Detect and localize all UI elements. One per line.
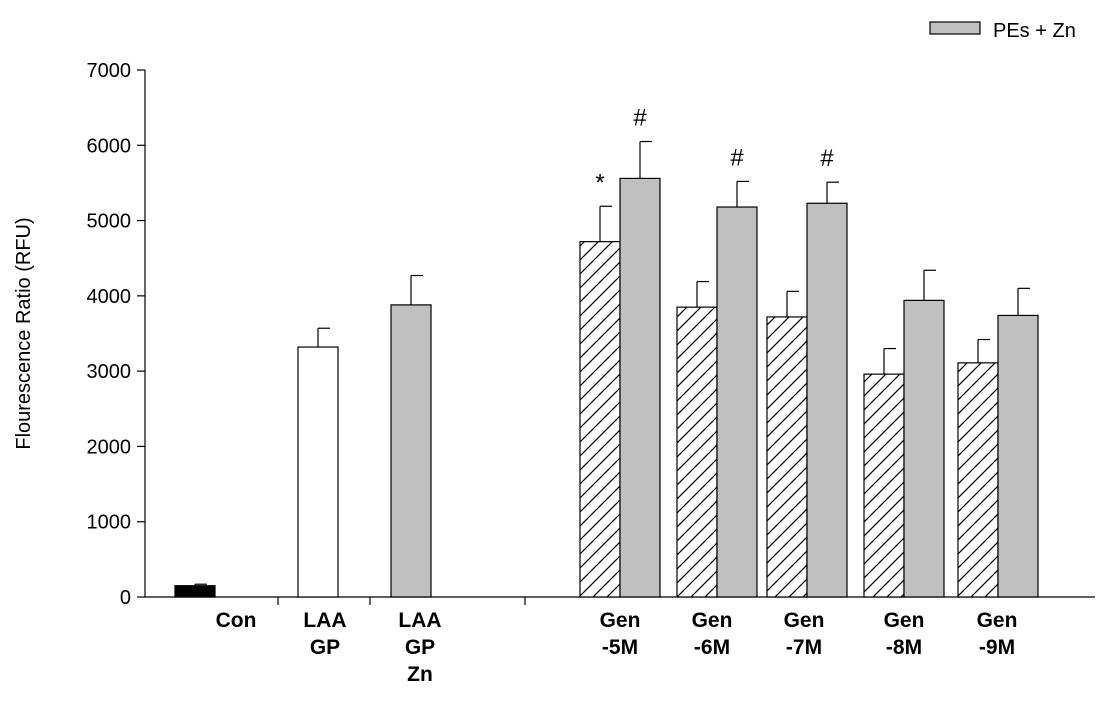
y-tick-label: 1000 [87, 512, 132, 534]
x-category-label-line: Zn [407, 663, 433, 686]
x-category-label: Gen -7M [784, 609, 825, 659]
legend-swatch [929, 21, 981, 35]
significance-mark: # [730, 144, 744, 171]
x-category-label: Gen -8M [884, 609, 925, 659]
x-category-label: LAA GP [303, 609, 346, 659]
bar [716, 206, 758, 598]
x-category-label-line: -7M [786, 636, 822, 659]
x-category-label-line: GP [405, 636, 435, 659]
bar [997, 314, 1039, 598]
y-axis-title: Flourescence Ratio (RFU) [13, 217, 35, 449]
x-category-label-line: LAA [398, 609, 441, 632]
x-category-label-line: -6M [694, 636, 730, 659]
bar [579, 241, 621, 598]
bar [806, 202, 848, 598]
bar [297, 346, 339, 598]
bar [957, 362, 999, 598]
axes: 0 1000 2000 3000 4000 5000 6000 7000 Flourescenc… [13, 60, 1095, 609]
x-category-label: Gen -5M [600, 609, 641, 659]
significance-mark: * [595, 169, 604, 196]
x-category-label: Con [216, 609, 257, 632]
bar [903, 299, 945, 598]
bar [619, 177, 661, 598]
x-category-label-line: Gen [692, 609, 733, 632]
significance-mark: # [633, 105, 647, 132]
x-category-label-line: Gen [884, 609, 925, 632]
bar [863, 373, 905, 598]
y-tick-label: 3000 [87, 361, 132, 383]
y-tick-label: 6000 [87, 135, 132, 157]
legend-label: PEs + Zn [993, 20, 1076, 42]
x-category-label-line: Gen [977, 609, 1018, 632]
x-category-label-line: Gen [784, 609, 825, 632]
x-category-label: Gen -6M [692, 609, 733, 659]
y-tick-label: 0 [120, 587, 131, 609]
y-tick-label: 5000 [87, 211, 132, 233]
x-category-label-line: -9M [979, 636, 1015, 659]
x-category-label-line: Gen [600, 609, 641, 632]
significance-mark: # [820, 145, 834, 172]
bar [676, 306, 718, 598]
bars: * # # # [174, 105, 1039, 598]
x-category-label-line: -5M [602, 636, 638, 659]
x-category-label-line: LAA [303, 609, 346, 632]
y-tick-label: 4000 [87, 286, 132, 308]
x-category-label-line: GP [310, 636, 340, 659]
legend: PEs + Zn [929, 20, 1076, 42]
bar [390, 304, 432, 598]
y-tick-label: 2000 [87, 436, 132, 458]
x-category-label: Gen -9M [977, 609, 1018, 659]
bar [766, 316, 808, 598]
y-tick-label: 7000 [87, 60, 132, 82]
x-category-label-line: -8M [886, 636, 922, 659]
x-category-label: LAA GP Zn [398, 609, 441, 686]
bar [174, 585, 216, 598]
x-category-label-line: Con [216, 609, 257, 632]
